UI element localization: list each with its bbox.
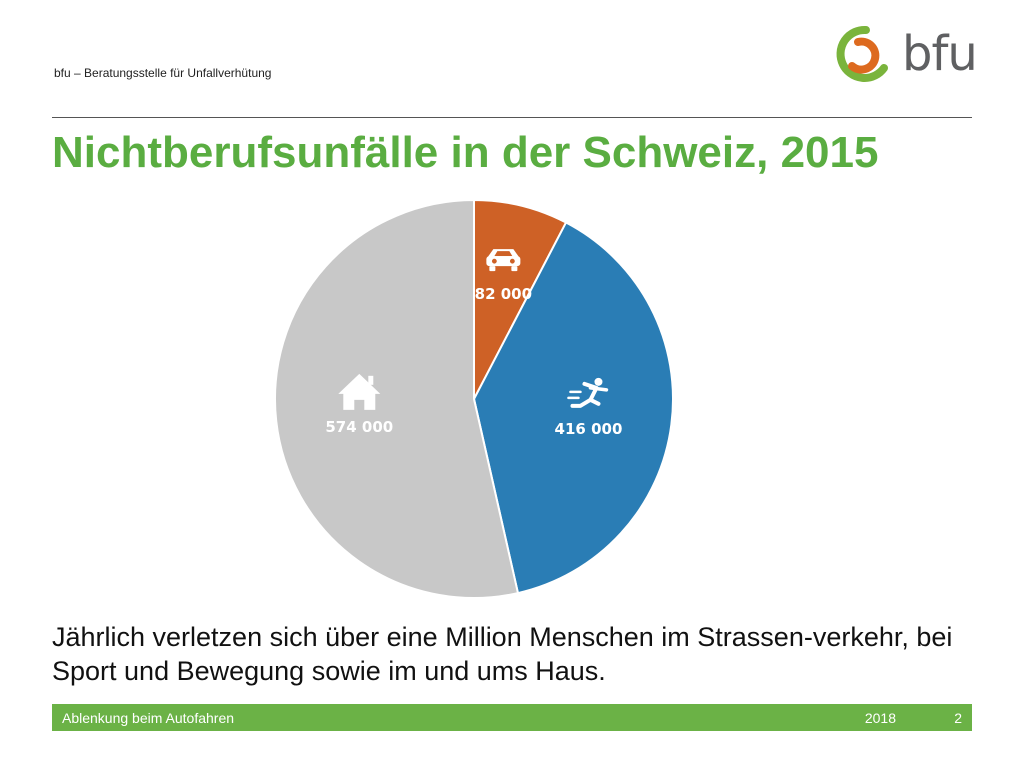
footer-bar: Ablenkung beim Autofahren 2018 2 [52, 704, 972, 731]
bfu-logo-mark-icon [836, 25, 888, 82]
pie-chart: 82 000 416 000 574 000 [274, 198, 674, 599]
bfu-logo: bfu [832, 24, 982, 86]
footer-year: 2018 [864, 710, 896, 726]
pie-slice-value-label: 574 000 [325, 418, 393, 436]
footer-presentation-title: Ablenkung beim Autofahren [62, 710, 235, 726]
page-title: Nichtberufsunfälle in der Schweiz, 2015 [52, 128, 879, 177]
pie-slice-value-label: 82 000 [475, 285, 532, 303]
header-rule [52, 117, 972, 118]
caption-text: Jährlich verletzen sich über eine Millio… [52, 622, 953, 686]
org-name: bfu – Beratungsstelle für Unfallverhütun… [54, 66, 272, 80]
pie-slice [274, 198, 520, 599]
pie-slice-value-label: 416 000 [555, 420, 623, 438]
logo-text: bfu [902, 26, 978, 82]
footer-page-number: 2 [954, 710, 962, 726]
